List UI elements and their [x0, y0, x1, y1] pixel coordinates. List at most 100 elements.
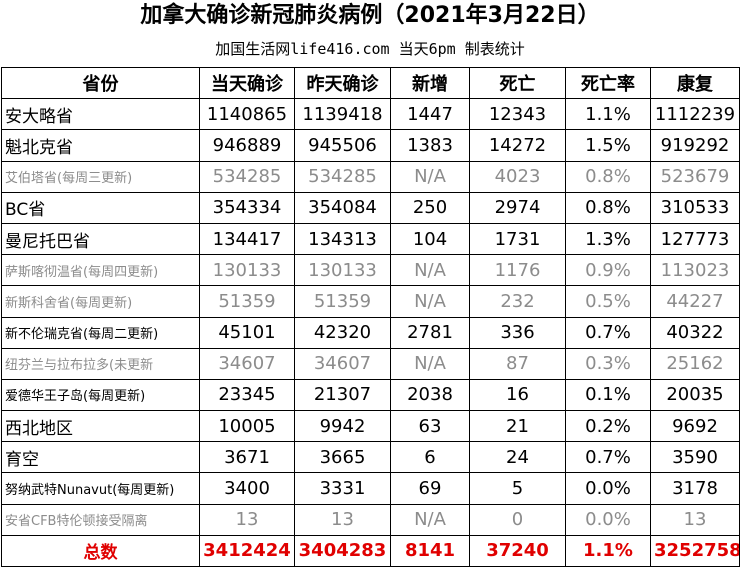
total-row: 总数 3412424 3404283 8141 37240 1.1% 3252758 — [1, 534, 740, 568]
value-cell: 113023 — [650, 254, 740, 287]
value-cell: 45101 — [199, 316, 295, 349]
value-cell: 534285 — [294, 160, 391, 193]
value-cell: 3404283 — [294, 534, 391, 568]
value-cell: 0.0% — [565, 503, 651, 536]
value-cell: 3590 — [650, 441, 740, 474]
value-cell: 104 — [390, 222, 470, 256]
value-cell: 21307 — [294, 378, 391, 412]
value-cell: 3252758 — [650, 534, 740, 568]
province-cell: 育空 — [1, 441, 200, 474]
subtitle: 加国生活网life416.com 当天6pm 制表统计 — [215, 40, 525, 58]
table-row: 西北地区 10005 9942 63 21 0.2% 9692 — [1, 410, 740, 443]
table-row: 育空 3671 3665 6 24 0.7% 3590 — [1, 441, 740, 474]
column-header: 新增 — [390, 66, 470, 100]
value-cell: 130133 — [199, 254, 295, 287]
table-row: 爱德华王子岛(每周更新) 23345 21307 2038 16 0.1% 20035 — [1, 378, 740, 412]
value-cell: 42320 — [294, 316, 391, 349]
value-cell: 134313 — [294, 222, 391, 256]
value-cell: 9692 — [650, 410, 740, 443]
value-cell: 0.5% — [565, 285, 651, 318]
column-header: 昨天确诊 — [294, 66, 391, 100]
value-cell: 2974 — [469, 191, 566, 224]
header-row: 省份 当天确诊 昨天确诊 新增 死亡 死亡率 康复 — [1, 66, 740, 100]
value-cell: 13 — [199, 503, 295, 536]
value-cell: 946889 — [199, 129, 295, 162]
value-cell: 51359 — [199, 285, 295, 318]
value-cell: 21 — [469, 410, 566, 443]
table: 省份 当天确诊 昨天确诊 新增 死亡 死亡率 康复 安大略省 1140865 1139418 14… — [1, 66, 740, 568]
table-row: 纽芬兰与拉布拉多(未更新 34607 34607 N/A 87 0.3% 25162 — [1, 347, 740, 380]
value-cell: 354334 — [199, 191, 295, 224]
value-cell: 13 — [650, 503, 740, 536]
value-cell: 2038 — [390, 378, 470, 412]
province-cell: 曼尼托巴省 — [1, 222, 200, 256]
value-cell: 232 — [469, 285, 566, 318]
column-header: 省份 — [1, 66, 200, 100]
value-cell: 40322 — [650, 316, 740, 349]
value-cell: 87 — [469, 347, 566, 380]
value-cell: 310533 — [650, 191, 740, 224]
province-cell: 新不伦瑞克省(每周二更新) — [1, 316, 200, 349]
value-cell: 336 — [469, 316, 566, 349]
value-cell: 127773 — [650, 222, 740, 256]
value-cell: 354084 — [294, 191, 391, 224]
value-cell: 3178 — [650, 472, 740, 505]
province-cell: 爱德华王子岛(每周更新) — [1, 378, 200, 412]
value-cell: 9942 — [294, 410, 391, 443]
province-cell: 魁北克省 — [1, 129, 200, 162]
value-cell: N/A — [390, 347, 470, 380]
value-cell: 10005 — [199, 410, 295, 443]
value-cell: 250 — [390, 191, 470, 224]
value-cell: N/A — [390, 254, 470, 287]
column-header: 死亡率 — [565, 66, 651, 100]
value-cell: 3665 — [294, 441, 391, 474]
province-cell: 西北地区 — [1, 410, 200, 443]
table-body: 安大略省 1140865 1139418 1447 12343 1.1% 1112239 魁北… — [1, 98, 740, 568]
value-cell: 12343 — [469, 98, 566, 131]
value-cell: N/A — [390, 285, 470, 318]
value-cell: 24 — [469, 441, 566, 474]
value-cell: 3412424 — [199, 534, 295, 568]
province-cell: 纽芬兰与拉布拉多(未更新 — [1, 347, 200, 380]
table-row: 努纳武特Nunavut(每周更新) 3400 3331 69 5 0.0% 3178 — [1, 472, 740, 505]
value-cell: 523679 — [650, 160, 740, 193]
value-cell: N/A — [390, 160, 470, 193]
value-cell: 130133 — [294, 254, 391, 287]
province-cell: 新斯科舍省(每周更新) — [1, 285, 200, 318]
value-cell: 1.5% — [565, 129, 651, 162]
table-row: 魁北克省 946889 945506 1383 14272 1.5% 919292 — [1, 129, 740, 162]
value-cell: 37240 — [469, 534, 566, 568]
value-cell: 63 — [390, 410, 470, 443]
province-cell: BC省 — [1, 191, 200, 224]
value-cell: 5 — [469, 472, 566, 505]
column-header: 当天确诊 — [199, 66, 295, 100]
value-cell: 2781 — [390, 316, 470, 349]
title: 加拿大确诊新冠肺炎病例（2021年3月22日） — [140, 3, 600, 28]
value-cell: 0.2% — [565, 410, 651, 443]
province-cell: 艾伯塔省(每周三更新) — [1, 160, 200, 193]
value-cell: 945506 — [294, 129, 391, 162]
value-cell: 23345 — [199, 378, 295, 412]
table-row: 新不伦瑞克省(每周二更新) 45101 42320 2781 336 0.7% 40322 — [1, 316, 740, 349]
table-row: BC省 354334 354084 250 2974 0.8% 310533 — [1, 191, 740, 224]
value-cell: 8141 — [390, 534, 470, 568]
table-row: 艾伯塔省(每周三更新) 534285 534285 N/A 4023 0.8% 523679 — [1, 160, 740, 193]
value-cell: 1731 — [469, 222, 566, 256]
value-cell: 16 — [469, 378, 566, 412]
table-row: 安大略省 1140865 1139418 1447 12343 1.1% 1112239 — [1, 98, 740, 131]
table-row: 新斯科舍省(每周更新) 51359 51359 N/A 232 0.5% 44227 — [1, 285, 740, 318]
column-header: 死亡 — [469, 66, 566, 100]
value-cell: 69 — [390, 472, 470, 505]
value-cell: 534285 — [199, 160, 295, 193]
value-cell: 25162 — [650, 347, 740, 380]
value-cell: N/A — [390, 503, 470, 536]
value-cell: 1139418 — [294, 98, 391, 131]
value-cell: 1112239 — [650, 98, 740, 131]
table-row: 曼尼托巴省 134417 134313 104 1731 1.3% 127773 — [1, 222, 740, 256]
value-cell: 134417 — [199, 222, 295, 256]
value-cell: 0.7% — [565, 316, 651, 349]
value-cell: 1447 — [390, 98, 470, 131]
province-cell: 萨斯喀彻温省(每周四更新) — [1, 254, 200, 287]
value-cell: 0 — [469, 503, 566, 536]
